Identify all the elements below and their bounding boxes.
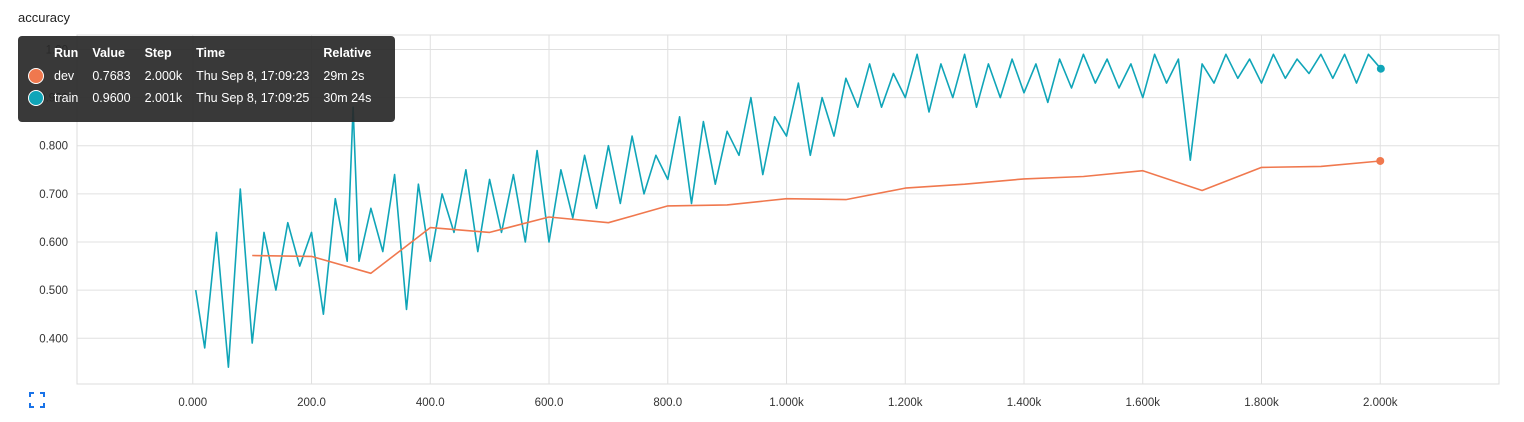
dev-series-line [252, 160, 1381, 275]
tooltip-row-dev: dev 0.7683 2.000k Thu Sep 8, 17:09:23 29… [26, 65, 379, 87]
y-tick-label: 0.800 [39, 141, 68, 153]
tooltip-time: Thu Sep 8, 17:09:23 [196, 69, 310, 83]
tooltip-step: 2.001k [144, 91, 183, 105]
x-tick-label: 1.800k [1244, 397, 1279, 409]
tooltip-relative: 29m 2s [323, 69, 365, 83]
series-markers [1376, 64, 1385, 165]
y-tick-label: 0.700 [39, 189, 68, 201]
tooltip-step: 2.000k [144, 69, 183, 83]
tooltip-run: train [54, 91, 79, 105]
y-tick-label: 0.600 [39, 237, 68, 249]
x-tick-label: 0.000 [178, 397, 207, 409]
tooltip-header-run: Run [54, 46, 79, 60]
x-axis-ticks: 0.000 200.0 400.0 600.0 800.0 1.000k 1.200k 1.4… [178, 397, 1397, 409]
tooltip-relative: 30m 24s [323, 91, 372, 105]
tooltip-run: dev [54, 69, 75, 83]
train-series-line [194, 53, 1382, 369]
tooltip-table: Run Value Step Time Relative dev 0.7683 … [26, 44, 379, 109]
tooltip-header-value: Value [92, 46, 125, 60]
x-tick-label: 2.000k [1363, 397, 1398, 409]
x-tick-label: 400.0 [416, 397, 445, 409]
train-swatch-icon [28, 90, 44, 106]
tooltip-row-train: train 0.9600 2.001k Thu Sep 8, 17:09:25 … [26, 87, 379, 109]
x-tick-label: 200.0 [297, 397, 326, 409]
tooltip-header-step: Step [144, 46, 172, 60]
y-tick-label: 0.500 [39, 285, 68, 297]
plot-frame [76, 34, 1500, 385]
tooltip-header-time: Time [196, 46, 226, 60]
y-tick-label: 0.400 [39, 333, 68, 345]
dev-end-point [1376, 156, 1385, 165]
tooltip-value: 0.9600 [92, 91, 131, 105]
x-tick-label: 1.400k [1007, 397, 1042, 409]
x-tick-label: 600.0 [535, 397, 564, 409]
series-lines [194, 53, 1382, 369]
tooltip-header-row: Run Value Step Time Relative [26, 44, 379, 65]
x-tick-label: 1.200k [888, 397, 923, 409]
tooltip-value: 0.7683 [92, 69, 131, 83]
chart-title: accuracy [18, 10, 71, 25]
tooltip-header-swatch [26, 44, 48, 65]
tooltip-header-relative: Relative [323, 46, 372, 60]
x-tick-label: 1.000k [769, 397, 804, 409]
expand-icon[interactable] [29, 392, 45, 408]
train-end-point [1376, 64, 1385, 73]
dev-swatch-icon [28, 68, 44, 84]
x-tick-label: 800.0 [653, 397, 682, 409]
tooltip-time: Thu Sep 8, 17:09:25 [196, 91, 310, 105]
tooltip: Run Value Step Time Relative dev 0.7683 … [18, 36, 395, 122]
x-tick-label: 1.600k [1125, 397, 1160, 409]
